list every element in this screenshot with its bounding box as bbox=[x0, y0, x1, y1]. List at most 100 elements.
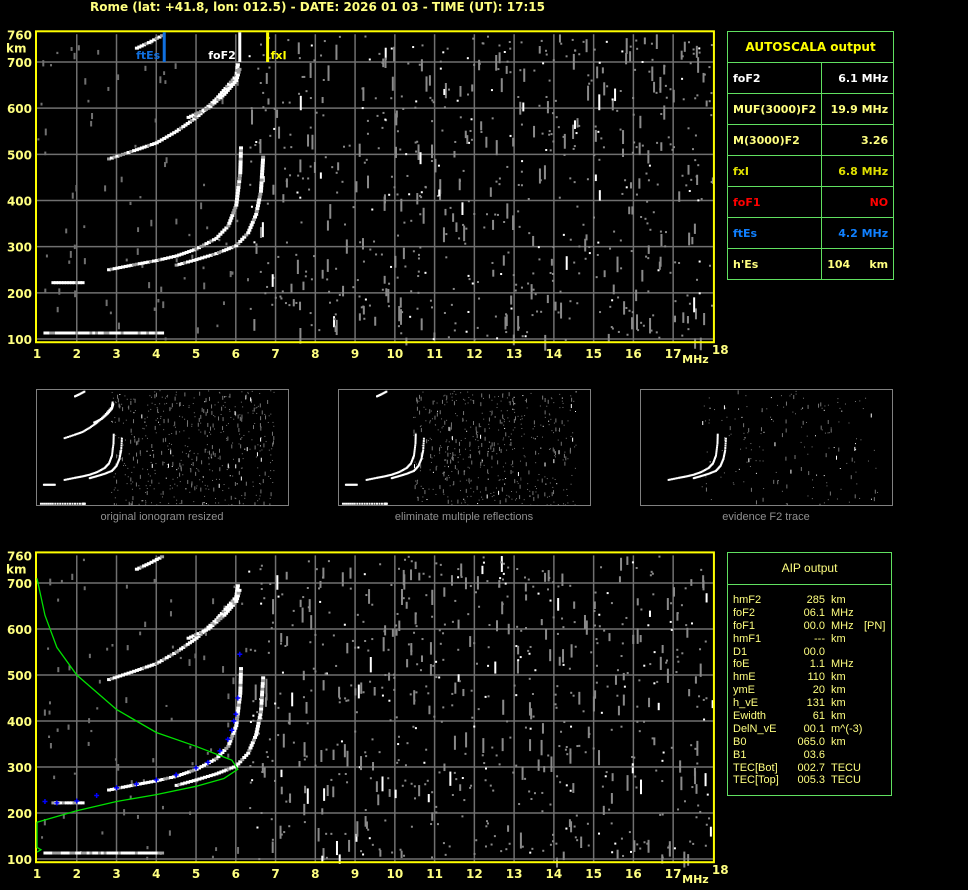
noise-dot bbox=[487, 478, 489, 480]
noise-dot bbox=[442, 489, 444, 494]
trace-point bbox=[235, 194, 240, 198]
noise-dot bbox=[128, 405, 130, 410]
noise-dot bbox=[125, 419, 127, 421]
x-tick-label: 10 bbox=[386, 347, 403, 361]
aip-param-value: 005.3 bbox=[797, 774, 825, 787]
noise-dot bbox=[623, 301, 626, 315]
noise-dot bbox=[802, 407, 804, 409]
trace-point bbox=[109, 459, 112, 462]
x-tick-label: 18 bbox=[712, 863, 729, 877]
noise-dot bbox=[367, 649, 370, 652]
trace-point bbox=[220, 615, 225, 619]
noise-dot bbox=[596, 253, 599, 256]
noise-dot bbox=[319, 172, 322, 179]
noise-dot bbox=[616, 694, 619, 697]
trace-point bbox=[420, 456, 423, 459]
noise-dot bbox=[260, 588, 263, 591]
noise-dot bbox=[647, 290, 650, 293]
trace-point bbox=[132, 263, 137, 267]
noise-dot bbox=[244, 492, 246, 497]
noise-dot bbox=[202, 477, 204, 479]
noise-dot bbox=[859, 400, 861, 402]
noise-dot bbox=[687, 854, 690, 866]
noise-dot bbox=[258, 858, 261, 861]
noise-dot bbox=[362, 620, 365, 623]
noise-dot bbox=[226, 439, 228, 441]
noise-dot bbox=[368, 837, 371, 840]
noise-dot bbox=[761, 408, 763, 413]
trace-point bbox=[236, 242, 241, 246]
aip-param-value: 00.1 bbox=[803, 722, 825, 735]
noise-dot bbox=[665, 96, 668, 99]
noise-dot bbox=[672, 89, 675, 103]
trace-point bbox=[111, 452, 114, 455]
noise-dot bbox=[553, 402, 555, 404]
trace-point bbox=[229, 605, 234, 609]
noise-dot bbox=[241, 495, 243, 497]
noise-dot bbox=[206, 444, 208, 446]
noise-dot bbox=[546, 101, 549, 114]
noise-dot bbox=[364, 751, 367, 754]
noise-dot bbox=[720, 476, 722, 478]
noise-dot bbox=[686, 627, 689, 638]
trace-point bbox=[157, 851, 162, 855]
noise-dot bbox=[650, 329, 653, 332]
noise-dot bbox=[683, 800, 686, 803]
noise-dot bbox=[433, 332, 436, 341]
noise-dot bbox=[417, 253, 420, 256]
noise-dot bbox=[635, 39, 638, 42]
noise-dot bbox=[419, 152, 422, 165]
noise-dot bbox=[795, 393, 797, 395]
noise-dot bbox=[559, 290, 562, 293]
noise-dot bbox=[488, 423, 490, 425]
noise-dot bbox=[444, 420, 446, 425]
noise-dot bbox=[326, 259, 329, 272]
trace-point bbox=[189, 769, 194, 773]
noise-dot bbox=[314, 764, 317, 767]
noise-dot bbox=[631, 755, 634, 758]
noise-dot bbox=[119, 450, 121, 455]
noise-dot bbox=[255, 407, 257, 409]
noise-dot bbox=[232, 475, 234, 477]
noise-dot bbox=[498, 177, 501, 180]
trace-point bbox=[376, 502, 378, 505]
trace-point bbox=[112, 676, 117, 680]
aip-row: TEC[Top] 005.3 TECU bbox=[733, 774, 891, 787]
noise-dot bbox=[838, 447, 840, 452]
noise-dot bbox=[775, 471, 777, 473]
noise-dot bbox=[207, 422, 209, 427]
trace-point bbox=[235, 718, 240, 722]
noise-dot bbox=[598, 613, 601, 616]
trace-point bbox=[65, 436, 68, 439]
noise-dot bbox=[301, 177, 304, 180]
noise-dot bbox=[114, 473, 116, 475]
noise-dot bbox=[856, 483, 858, 485]
noise-dot bbox=[269, 583, 272, 586]
noise-dot bbox=[414, 612, 417, 615]
noise-dot bbox=[503, 421, 505, 423]
noise-dot bbox=[174, 63, 177, 69]
noise-dot bbox=[254, 445, 256, 450]
noise-dot bbox=[214, 497, 216, 499]
noise-dot bbox=[462, 223, 465, 226]
noise-dot bbox=[179, 462, 181, 467]
trace-point bbox=[715, 452, 718, 455]
noise-dot bbox=[273, 436, 275, 441]
noise-dot bbox=[230, 495, 232, 500]
noise-dot bbox=[420, 428, 422, 433]
noise-dot bbox=[470, 487, 472, 489]
trace-point bbox=[78, 851, 83, 855]
noise-dot bbox=[314, 633, 317, 636]
aip-param-name: D1 bbox=[733, 645, 748, 658]
trace-point bbox=[236, 185, 241, 189]
noise-dot bbox=[689, 62, 692, 65]
trace-point bbox=[186, 636, 191, 640]
noise-dot bbox=[541, 723, 544, 734]
noise-dot bbox=[507, 825, 510, 832]
trace-point bbox=[419, 460, 422, 463]
noise-dot bbox=[703, 718, 706, 721]
noise-dot bbox=[393, 676, 396, 679]
trace-point bbox=[345, 502, 348, 505]
x-tick-label: 15 bbox=[585, 347, 602, 361]
noise-dot bbox=[602, 146, 605, 149]
